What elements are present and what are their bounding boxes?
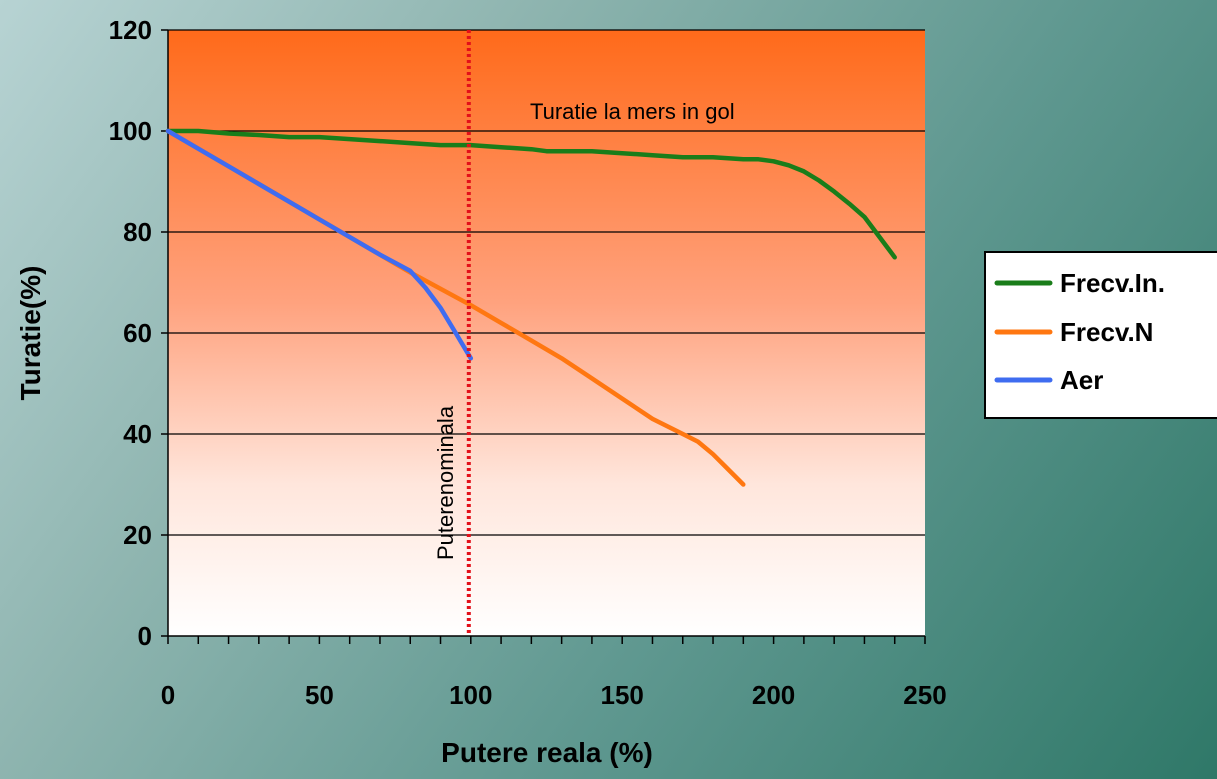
y-tick-label: 120: [109, 15, 152, 45]
y-tick-label: 40: [123, 419, 152, 449]
legend-label-3: Aer: [1060, 365, 1103, 395]
legend: Frecv.In. Frecv.N Aer: [984, 251, 1217, 419]
y-tick-label: 60: [123, 318, 152, 348]
idle-speed-annotation: Turatie la mers in gol: [530, 99, 735, 124]
x-tick-label: 50: [305, 680, 334, 710]
series-lines: [165, 128, 897, 487]
series-line-3: [165, 128, 474, 361]
x-tick-label: 200: [752, 680, 795, 710]
y-tick-label: 0: [138, 621, 152, 651]
x-tick-label: 250: [903, 680, 946, 710]
series-line-1: [165, 128, 897, 260]
axes: 0 20 40 60 80 100 120 0 50 100 150 200 250: [109, 15, 947, 710]
x-axis-title: Putere reala (%): [441, 737, 653, 768]
x-tick-label: 0: [161, 680, 175, 710]
legend-label-1: Frecv.In.: [1060, 268, 1165, 298]
legend-label-2: Frecv.N: [1060, 317, 1153, 347]
gridlines: [168, 29, 925, 536]
legend-box: [984, 251, 1217, 419]
y-axis-title: Turatie(%): [15, 266, 46, 401]
rated-power-annotation: Puterenominala: [433, 405, 458, 560]
x-tick-label: 100: [449, 680, 492, 710]
y-tick-label: 80: [123, 217, 152, 247]
x-tick-label: 150: [601, 680, 644, 710]
y-tick-label: 20: [123, 520, 152, 550]
y-tick-label: 100: [109, 116, 152, 146]
